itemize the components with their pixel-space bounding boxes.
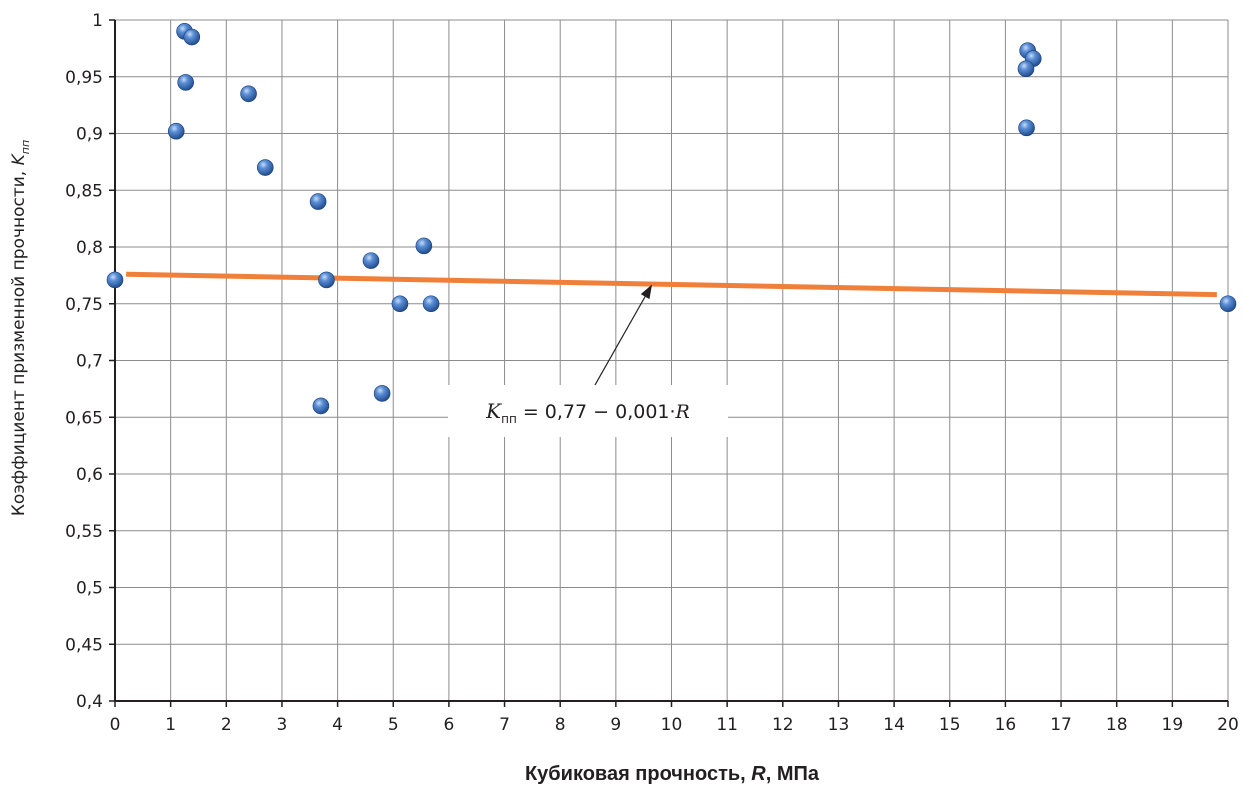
x-tick-label: 7: [499, 715, 510, 735]
data-point: [106, 271, 124, 289]
annotation-arrow-head: [640, 284, 653, 300]
y-tick-label: 0,8: [76, 238, 103, 258]
trend-equation-variable: R: [675, 401, 690, 423]
x-tick-label: 5: [388, 715, 399, 735]
annotation-arrow-line: [594, 296, 646, 386]
data-point: [1219, 295, 1237, 313]
y-axis-title: Коэффициент призменной прочности, Kпп: [9, 140, 32, 516]
x-tick-label: 4: [332, 715, 343, 735]
y-tick-label: 0,5: [76, 579, 103, 599]
x-tick-label: 17: [1050, 715, 1072, 735]
y-axis-title-symbol: K: [9, 152, 29, 165]
x-tick-label: 8: [555, 715, 566, 735]
data-point: [177, 74, 194, 91]
annotation-box: [448, 385, 728, 437]
data-point: [362, 252, 380, 269]
y-tick-label: 0,4: [76, 692, 103, 712]
y-tick-label: 0,7: [76, 352, 103, 372]
x-tick-label: 19: [1162, 715, 1184, 735]
data-point: [1018, 119, 1035, 137]
x-tick-label: 13: [828, 715, 850, 735]
x-tick-label: 10: [661, 715, 683, 735]
data-point: [240, 85, 257, 103]
data-point: [309, 193, 327, 210]
data-point: [1017, 60, 1035, 78]
x-axis-title-main: Кубиковая прочность,: [525, 763, 751, 785]
x-tick-label: 15: [939, 715, 961, 735]
data-points: [106, 23, 1237, 415]
x-tick-label: 16: [995, 715, 1017, 735]
y-tick-label: 0,45: [65, 635, 103, 655]
y-tick-label: 0,9: [76, 125, 103, 145]
y-axis-title-main: Коэффициент призменной прочности,: [9, 165, 29, 516]
axes: 0 1 2 3 4 5 6 7 8 9 10 11 12 13 14 15 16 17 18 19 200,40,450…: [65, 11, 1239, 735]
y-tick-label: 0,85: [65, 181, 103, 201]
y-tick-label: 0,95: [65, 68, 103, 88]
data-point: [256, 159, 274, 176]
x-tick-label: 9: [610, 715, 621, 735]
x-tick-label: 3: [277, 715, 288, 735]
x-axis-title-unit: , МПа: [766, 763, 820, 785]
x-tick-label: 2: [221, 715, 232, 735]
trend-line: [126, 271, 1217, 298]
x-tick-label: 6: [443, 715, 454, 735]
x-axis-title: Кубиковая прочность, R, МПа: [525, 763, 820, 785]
data-point: [167, 122, 185, 140]
y-tick-label: 0,65: [65, 408, 103, 428]
data-point: [391, 295, 409, 313]
data-point: [312, 397, 330, 415]
trend-equation-symbol: K: [485, 399, 502, 423]
y-tick-label: 0,6: [76, 465, 103, 485]
trend-annotation: Kпп = 0,77 − 0,001·R: [448, 284, 728, 437]
data-point: [422, 295, 440, 313]
x-tick-label: 12: [772, 715, 794, 735]
x-tick-label: 11: [716, 715, 738, 735]
x-tick-label: 1: [165, 715, 176, 735]
trend-equation: Kпп = 0,77 − 0,001·R: [485, 399, 690, 426]
trend-equation-subscript: пп: [501, 412, 517, 426]
trend-line-layer: [126, 271, 1217, 298]
y-tick-label: 0,55: [65, 522, 103, 542]
x-tick-label: 20: [1217, 715, 1239, 735]
trend-equation-formula: = 0,77 − 0,001·: [517, 401, 676, 423]
data-point: [415, 237, 433, 255]
x-tick-label: 0: [110, 715, 121, 735]
data-point: [373, 385, 391, 402]
data-point: [318, 271, 335, 289]
x-axis-title-symbol: R: [751, 763, 766, 785]
y-axis-title-subscript: пп: [19, 140, 32, 154]
data-point: [183, 28, 201, 46]
y-tick-label: 0,75: [65, 295, 103, 315]
grid-lines: [114, 19, 1229, 702]
x-tick-label: 18: [1106, 715, 1128, 735]
y-tick-label: 1: [92, 11, 103, 31]
x-tick-label: 14: [883, 715, 905, 735]
